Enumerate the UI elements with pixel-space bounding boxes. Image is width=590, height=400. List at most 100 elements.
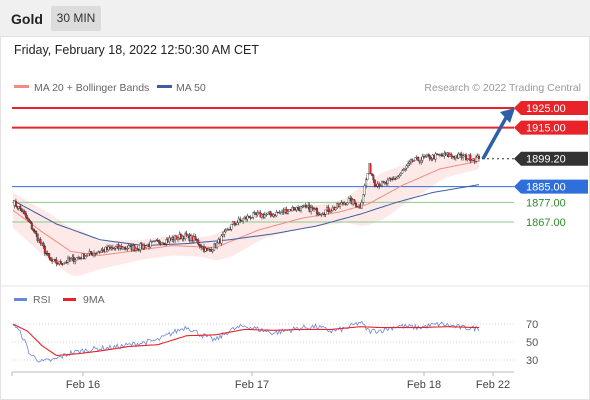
candle xyxy=(87,253,90,257)
candle xyxy=(315,206,318,217)
candle-body xyxy=(297,207,300,209)
candle-body xyxy=(27,218,30,222)
candle xyxy=(297,204,300,211)
candle-body xyxy=(372,175,375,181)
candle xyxy=(462,152,465,161)
candle xyxy=(216,241,219,250)
candle xyxy=(408,159,411,166)
candle xyxy=(49,257,52,261)
candle xyxy=(466,158,469,162)
candle xyxy=(379,183,382,187)
candle xyxy=(417,156,420,161)
candle xyxy=(30,221,33,230)
candle-body xyxy=(29,221,32,224)
forecast-arrow xyxy=(481,108,515,160)
chart-svg[interactable]: Friday, February 18, 2022 12:50:30 AM CE… xyxy=(1,37,589,399)
chart-panel: Friday, February 18, 2022 12:50:30 AM CE… xyxy=(0,36,590,400)
candle xyxy=(362,194,365,205)
candle xyxy=(404,167,407,172)
candle xyxy=(301,204,304,209)
candle-body xyxy=(256,212,259,215)
candle xyxy=(29,219,32,224)
candle-body xyxy=(327,207,330,212)
candle-body xyxy=(23,210,26,214)
candle xyxy=(221,231,224,238)
candle-body xyxy=(363,185,366,195)
candle-body xyxy=(55,259,58,264)
candle xyxy=(421,153,424,164)
level-labels: 1925.00 1915.00 1899.20 1885.00 1877.00 1867.… xyxy=(514,101,588,229)
candle-body xyxy=(223,231,226,235)
candle-body xyxy=(224,229,227,232)
candle xyxy=(250,216,253,219)
candle xyxy=(355,202,357,208)
candle-body xyxy=(197,239,200,245)
candle xyxy=(100,248,103,253)
candle-body xyxy=(74,259,77,263)
candle-body xyxy=(311,207,314,210)
candle-body xyxy=(242,218,245,222)
candle xyxy=(412,160,415,162)
candle xyxy=(90,251,93,256)
candle xyxy=(158,239,161,244)
candlesticks xyxy=(13,150,480,267)
candle xyxy=(323,212,326,217)
candle-body xyxy=(35,231,38,235)
candle-body xyxy=(127,245,130,249)
candle xyxy=(310,204,313,215)
candle-body xyxy=(211,249,214,252)
candle xyxy=(327,204,330,215)
candle xyxy=(136,245,139,251)
ma50-line xyxy=(12,184,480,247)
candle xyxy=(84,255,87,260)
candle-body xyxy=(408,161,411,164)
candle-body xyxy=(440,154,443,156)
candle-body xyxy=(175,235,178,240)
candle xyxy=(311,205,314,211)
candle-body xyxy=(126,248,129,250)
candle xyxy=(365,177,368,189)
candle-body xyxy=(475,157,478,162)
candle xyxy=(36,233,39,243)
candle xyxy=(256,210,259,217)
candle-body xyxy=(43,246,46,254)
candle-body xyxy=(108,246,111,249)
candle xyxy=(26,215,29,221)
candle-body xyxy=(137,249,140,251)
candle xyxy=(324,209,327,218)
candle-body xyxy=(353,199,356,204)
candle xyxy=(95,251,98,256)
instrument-header: Gold 30 MIN xyxy=(0,0,590,36)
candle xyxy=(168,235,171,244)
candle xyxy=(420,157,423,165)
candle xyxy=(74,258,77,265)
candle-body xyxy=(366,173,369,180)
candle-body xyxy=(330,210,333,212)
rsi-grid: 70 50 30 xyxy=(12,319,538,367)
candle xyxy=(313,206,315,212)
candle-body xyxy=(465,154,467,160)
candle xyxy=(39,237,42,246)
candle-body xyxy=(346,202,349,205)
x-axis: Feb 16 Feb 17 Feb 18 Feb 22 xyxy=(11,371,514,391)
candle xyxy=(242,218,245,225)
candle xyxy=(300,205,302,213)
candle xyxy=(440,152,443,157)
candle xyxy=(386,177,389,187)
candle xyxy=(363,183,366,197)
candle-body xyxy=(95,252,98,254)
candle xyxy=(67,255,69,265)
level-badge-1925.00 xyxy=(514,101,588,115)
candle xyxy=(75,257,78,261)
candle-body xyxy=(412,160,415,162)
candle-body xyxy=(158,240,161,244)
moving-averages xyxy=(12,160,480,256)
legend-label-ma50: MA 50 xyxy=(176,82,206,94)
candle xyxy=(42,241,45,249)
interval-selector[interactable]: 30 MIN xyxy=(51,6,101,31)
candle xyxy=(414,157,417,161)
candle-body xyxy=(421,156,424,161)
candle-body xyxy=(32,228,35,231)
candle-body xyxy=(168,237,171,242)
candle-body xyxy=(194,236,197,240)
